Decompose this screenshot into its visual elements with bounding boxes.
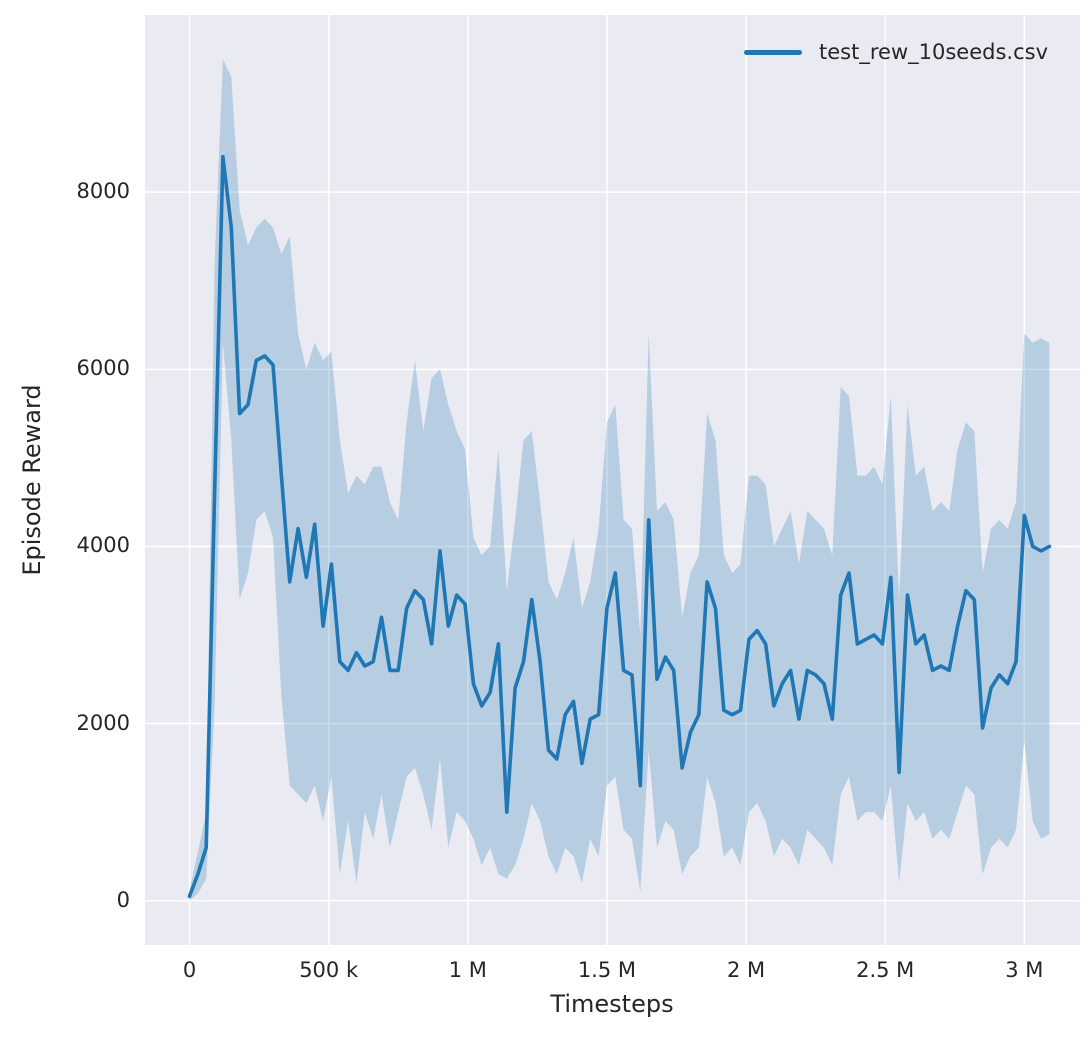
y-tick-label: 8000 xyxy=(76,179,130,204)
y-tick-label: 4000 xyxy=(76,533,130,558)
legend: test_rew_10seeds.csv xyxy=(744,40,1048,64)
x-tick-label: 500 k xyxy=(299,958,359,982)
reward-line xyxy=(187,154,1052,899)
x-tick-label: 2.5 M xyxy=(856,958,915,982)
grid-lines xyxy=(145,15,1080,945)
x-axis-label: Timesteps xyxy=(550,990,674,1018)
x-tick-label: 0 xyxy=(182,958,197,982)
y-axis-label: Episode Reward xyxy=(18,384,46,576)
x-tick-label: 3 M xyxy=(1005,958,1044,982)
plot-background xyxy=(145,15,1080,945)
legend-label: test_rew_10seeds.csv xyxy=(819,40,1048,64)
y-tick-label: 0 xyxy=(116,887,130,912)
x-tick-label: 2 M xyxy=(726,958,766,982)
y-tick-label: 2000 xyxy=(76,710,130,735)
x-tick-label: 1.5 M xyxy=(577,958,637,982)
legend-line-swatch xyxy=(744,49,803,55)
y-tick-label: 6000 xyxy=(76,356,130,381)
x-tick-label: 1 M xyxy=(448,958,487,982)
